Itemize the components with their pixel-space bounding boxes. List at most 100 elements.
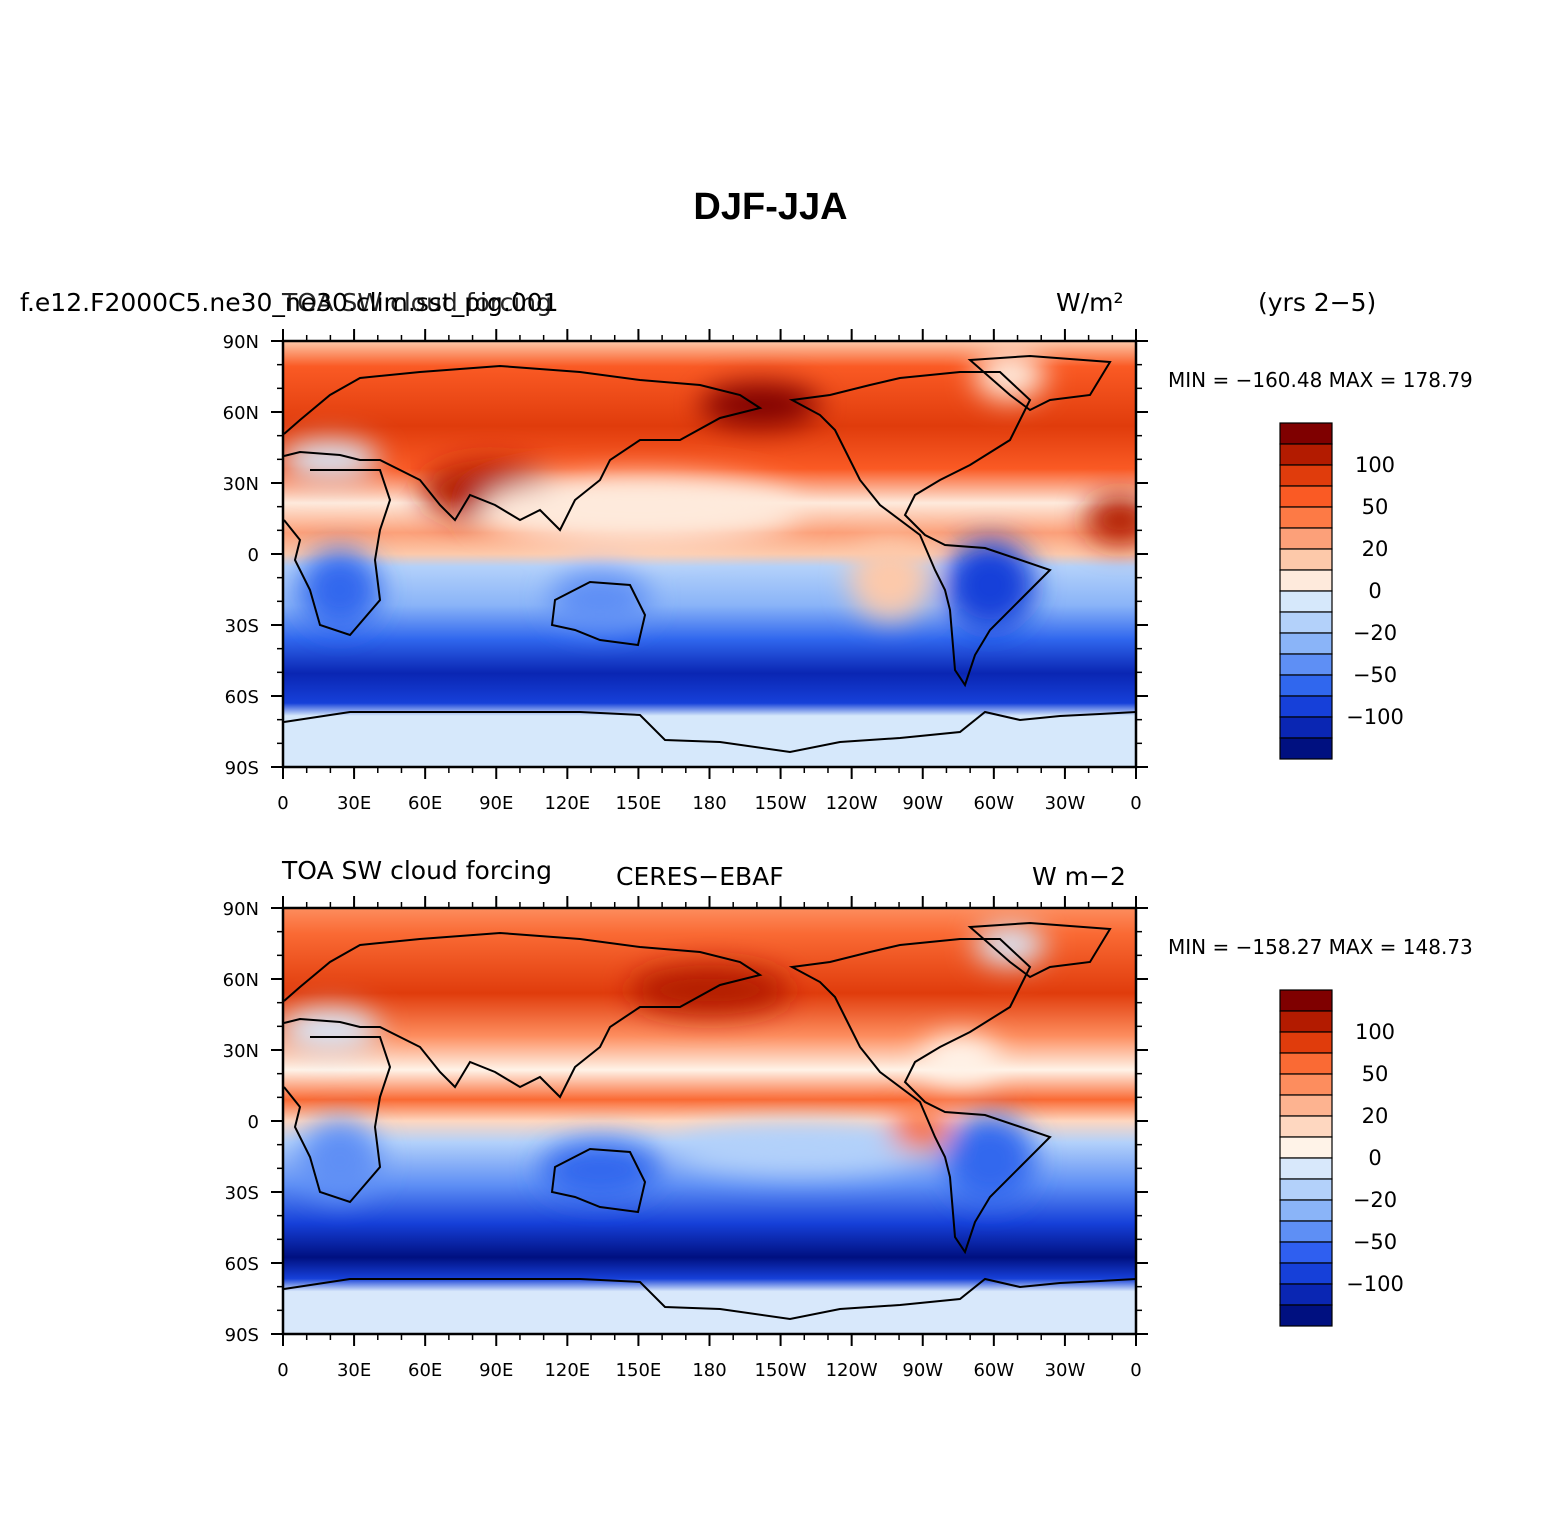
colorbar-label: 20 xyxy=(1362,1104,1389,1128)
colorbar-label: 20 xyxy=(1362,537,1389,561)
colorbar-box xyxy=(1279,1283,1333,1306)
colorbar-box xyxy=(1279,443,1333,466)
colorbar-box xyxy=(1279,590,1333,613)
panel2-units: W m−2 xyxy=(1032,862,1126,891)
lat-tick-label: 30S xyxy=(225,1183,259,1204)
panel2-min-max: MIN = −158.27 MAX = 148.73 xyxy=(1168,935,1473,959)
lat-tick-label: 90S xyxy=(225,1325,259,1346)
lon-tick-label: 0 xyxy=(1130,793,1141,814)
colorbar-box xyxy=(1279,485,1333,508)
colorbar-box xyxy=(1279,653,1333,676)
figure-title: DJF-JJA xyxy=(693,186,848,228)
lat-tick-label: 90N xyxy=(223,332,259,353)
colorbar-box xyxy=(1279,737,1333,760)
colorbar-box xyxy=(1279,464,1333,487)
colorbar-box xyxy=(1279,1073,1333,1096)
lon-tick-label: 150W xyxy=(755,1360,807,1381)
lon-tick-label: 120E xyxy=(544,793,590,814)
lon-tick-label: 90E xyxy=(479,793,513,814)
panel2-map xyxy=(283,908,1136,1334)
lon-tick-label: 60E xyxy=(408,793,442,814)
lon-tick-label: 90W xyxy=(902,1360,943,1381)
panel1-map xyxy=(283,341,1136,767)
colorbar-box xyxy=(1279,527,1333,550)
colorbar-label: 0 xyxy=(1368,579,1381,603)
colorbar-label: −50 xyxy=(1353,1230,1397,1254)
lat-tick-label: 0 xyxy=(248,545,259,566)
panel2-coastlines xyxy=(283,921,1136,1321)
lat-tick-label: 90S xyxy=(225,758,259,779)
panel2-axes: 0 30E 60E 90E 120E 150E 180 150W 120W 90W 60W 30W 09… xyxy=(223,896,1148,1381)
panel2-colorbar: 100 50 20 0 −20 −50 −100 xyxy=(1279,989,1404,1327)
panel1-years: (yrs 2−5) xyxy=(1258,288,1377,317)
colorbar-label: −100 xyxy=(1346,705,1404,729)
colorbar-label: −50 xyxy=(1353,663,1397,687)
colorbar-label: −100 xyxy=(1346,1272,1404,1296)
colorbar-box xyxy=(1279,1157,1333,1180)
lat-tick-label: 60N xyxy=(223,403,259,424)
colorbar-box xyxy=(1279,1220,1333,1243)
colorbar-label: 100 xyxy=(1355,453,1395,477)
colorbar-box xyxy=(1279,422,1333,445)
lon-tick-label: 60W xyxy=(973,793,1014,814)
panel1-center-string: TOA SW cloud forcing xyxy=(282,288,552,317)
colorbar-box xyxy=(1279,632,1333,655)
colorbar-box xyxy=(1279,1052,1333,1075)
colorbar-box xyxy=(1279,1115,1333,1138)
colorbar-box xyxy=(1279,1094,1333,1117)
lon-tick-label: 30E xyxy=(337,1360,371,1381)
lon-tick-label: 30E xyxy=(337,793,371,814)
lon-tick-label: 180 xyxy=(692,1360,726,1381)
colorbar-box xyxy=(1279,716,1333,739)
lon-tick-label: 0 xyxy=(1130,1360,1141,1381)
lon-tick-label: 120W xyxy=(826,1360,878,1381)
colorbar-box xyxy=(1279,1031,1333,1054)
colorbar-box xyxy=(1279,989,1333,1012)
colorbar-label: 50 xyxy=(1362,1062,1389,1086)
colorbar-box xyxy=(1279,548,1333,571)
lon-tick-label: 60W xyxy=(973,1360,1014,1381)
lon-tick-label: 0 xyxy=(277,1360,288,1381)
lon-tick-label: 150E xyxy=(616,1360,662,1381)
colorbar-box xyxy=(1279,1304,1333,1327)
lat-tick-label: 90N xyxy=(223,899,259,920)
lon-tick-label: 90E xyxy=(479,1360,513,1381)
lon-tick-label: 30W xyxy=(1045,793,1086,814)
panel1-left-string: f.e12.F2000C5.ne30_ne30.clim.sst_pig.001 xyxy=(20,288,559,317)
lat-tick-label: 60S xyxy=(225,1254,259,1275)
lon-tick-label: 180 xyxy=(692,793,726,814)
colorbar-box xyxy=(1279,1262,1333,1285)
lat-tick-label: 30S xyxy=(225,616,259,637)
colorbar-label: −20 xyxy=(1353,621,1397,645)
colorbar-label: 50 xyxy=(1362,495,1389,519)
colorbar-box xyxy=(1279,569,1333,592)
colorbar-box xyxy=(1279,1010,1333,1033)
colorbar-box xyxy=(1279,611,1333,634)
lon-tick-label: 120W xyxy=(826,793,878,814)
colorbar-label: 100 xyxy=(1355,1020,1395,1044)
panel1-units: W/m² xyxy=(1056,288,1124,317)
colorbar-box xyxy=(1279,1136,1333,1159)
colorbar-label: −20 xyxy=(1353,1188,1397,1212)
colorbar-box xyxy=(1279,506,1333,529)
lat-tick-label: 30N xyxy=(223,474,259,495)
lat-tick-label: 30N xyxy=(223,1041,259,1062)
lat-tick-label: 0 xyxy=(248,1112,259,1133)
lon-tick-label: 120E xyxy=(544,1360,590,1381)
panel2-left-string: TOA SW cloud forcing xyxy=(282,856,552,885)
colorbar-box xyxy=(1279,674,1333,697)
panel1-axes: 0 30E 60E 90E 120E 150E 180 150W 120W 90W 60W 30W 09… xyxy=(223,329,1148,814)
colorbar-box xyxy=(1279,1241,1333,1264)
panel1-colorbar: 100 50 20 0 −20 −50 −100 xyxy=(1279,422,1404,760)
lon-tick-label: 90W xyxy=(902,793,943,814)
lat-tick-label: 60S xyxy=(225,687,259,708)
lon-tick-label: 60E xyxy=(408,1360,442,1381)
colorbar-box xyxy=(1279,695,1333,718)
lon-tick-label: 30W xyxy=(1045,1360,1086,1381)
lon-tick-label: 150W xyxy=(755,793,807,814)
panel2-center-string: CERES−EBAF xyxy=(616,862,784,891)
colorbar-box xyxy=(1279,1178,1333,1201)
lat-tick-label: 60N xyxy=(223,970,259,991)
panel1-min-max: MIN = −160.48 MAX = 178.79 xyxy=(1168,368,1473,392)
